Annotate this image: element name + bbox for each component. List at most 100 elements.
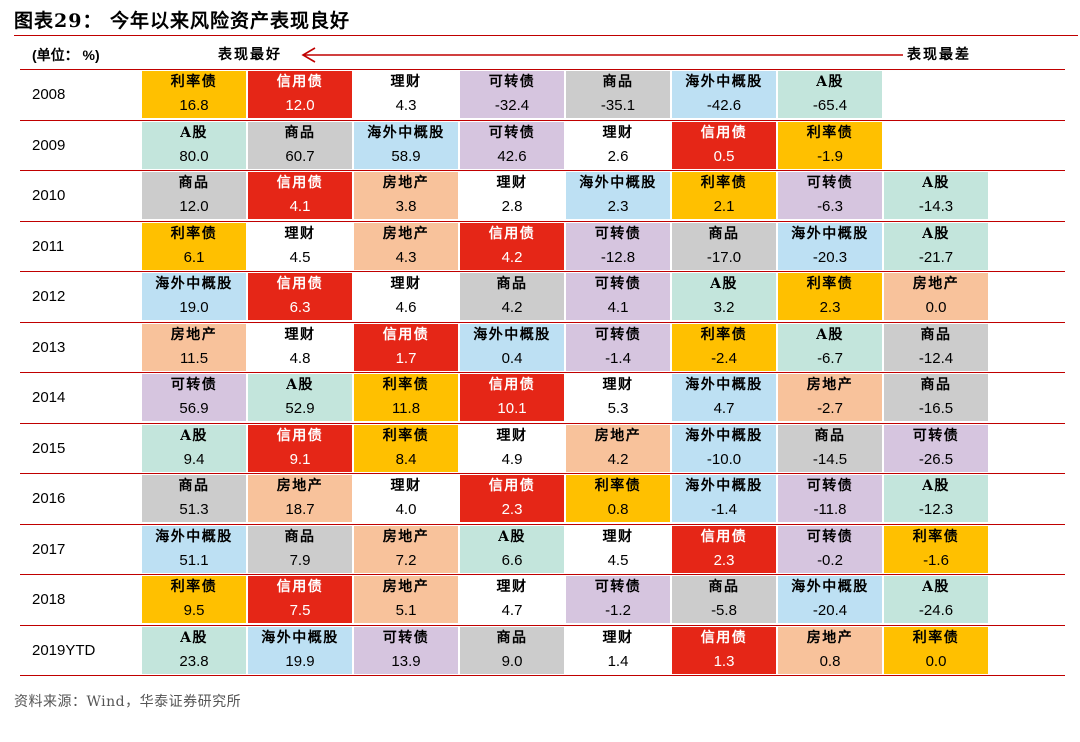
- asset-cell: 利率债 9.5: [142, 576, 246, 623]
- asset-cell: 利率债 0.0: [884, 626, 988, 674]
- asset-name: 信用债: [276, 276, 324, 292]
- asset-cell: 海外中概股 4.7: [672, 374, 776, 421]
- asset-return-value: -6.7: [817, 349, 843, 367]
- asset-return-value: 4.8: [289, 349, 311, 367]
- asset-name: A股: [922, 175, 950, 191]
- asset-name: 可转债: [488, 124, 536, 141]
- asset-cell: 利率债 11.8: [354, 374, 458, 421]
- asset-cell: A股 -6.7: [778, 323, 882, 371]
- asset-return-value: -10.0: [706, 450, 742, 468]
- table-row: 2019YTD A股 23.8 海外中概股 19.9 可转债 13.9 商品 9.0 理财 1.4 信…: [20, 626, 1065, 676]
- asset-cell: 商品 -16.5: [884, 374, 988, 421]
- asset-return-value: -12.3: [918, 501, 954, 518]
- table-row: 2010 商品 12.0 信用债 4.1 房地产 3.8 理财 2.8 海外中概股 2.3 利率债 2.…: [20, 171, 1065, 222]
- asset-cell: 商品 -12.4: [884, 323, 988, 371]
- asset-return-value: 0.5: [713, 147, 735, 165]
- asset-name: 房地产: [594, 427, 642, 444]
- asset-return-value: 42.6: [497, 147, 527, 165]
- year-label: 2008: [32, 86, 66, 103]
- asset-name: 海外中概股: [685, 478, 763, 494]
- asset-return-value: 60.7: [285, 147, 315, 165]
- asset-return-value: -11.8: [813, 501, 847, 518]
- asset-cell: 利率债 6.1: [142, 222, 246, 270]
- asset-name: 可转债: [594, 579, 642, 595]
- asset-cell: 商品 12.0: [142, 172, 246, 219]
- asset-name: 信用债: [488, 225, 536, 242]
- asset-cell: A股 23.8: [142, 626, 246, 674]
- best-performance-label: 表现最好: [218, 47, 282, 63]
- asset-name: 海外中概股: [685, 74, 763, 90]
- asset-cell: 可转债 -11.8: [778, 475, 882, 522]
- table-row: 2016 商品 51.3 房地产 18.7 理财 4.0 信用债 2.3 利率债 0.8 海外中概股 -…: [20, 474, 1065, 525]
- asset-name: 利率债: [382, 427, 430, 444]
- asset-return-value: 1.4: [607, 652, 629, 670]
- asset-name: 理财: [602, 377, 634, 393]
- asset-return-value: 4.9: [501, 450, 523, 468]
- asset-name: 利率债: [912, 528, 960, 545]
- table-row: 2009 A股 80.0 商品 60.7 海外中概股 58.9 可转债 42.6 理财 2.6 信用债…: [20, 121, 1065, 171]
- asset-return-value: -35.1: [600, 97, 636, 114]
- table-row: 2018 利率债 9.5 信用债 7.5 房地产 5.1 理财 4.7 可转债 -1.2 商品 -5.8…: [20, 575, 1065, 626]
- asset-return-value: -5.8: [711, 602, 737, 619]
- asset-name: 信用债: [488, 478, 536, 494]
- asset-cell: A股 3.2: [672, 273, 776, 320]
- asset-cell: 海外中概股 -20.3: [778, 222, 882, 270]
- asset-cell: A股 52.9: [248, 374, 352, 421]
- asset-return-value: 4.2: [501, 299, 523, 316]
- table-row: 2017 海外中概股 51.1 商品 7.9 房地产 7.2 A股 6.6 理财 4.5 信用债 2.3…: [20, 525, 1065, 575]
- asset-return-value: -17.0: [706, 248, 742, 266]
- asset-name: 可转债: [912, 427, 960, 444]
- asset-cell: 房地产 0.0: [884, 273, 988, 320]
- asset-cell: 信用债 2.3: [672, 525, 776, 573]
- asset-return-value: 7.9: [289, 551, 311, 569]
- asset-name: A股: [922, 478, 950, 494]
- asset-name: 商品: [708, 579, 740, 595]
- asset-cell: 海外中概股 -20.4: [778, 576, 882, 623]
- year-label: 2019YTD: [32, 641, 96, 659]
- year-label: 2010: [32, 187, 66, 204]
- asset-cell: 利率债 2.3: [778, 273, 882, 320]
- asset-name: 利率债: [700, 326, 748, 343]
- asset-return-value: 0.4: [501, 349, 523, 367]
- asset-name: 房地产: [806, 377, 854, 393]
- asset-return-value: 5.3: [607, 400, 629, 417]
- asset-name: 利率债: [170, 74, 218, 90]
- asset-name: 可转债: [488, 74, 536, 90]
- asset-name: 理财: [602, 124, 634, 141]
- asset-name: 理财: [496, 175, 528, 191]
- asset-name: 理财: [602, 629, 634, 646]
- asset-return-value: 9.5: [183, 602, 205, 619]
- asset-cell: 房地产 18.7: [248, 475, 352, 522]
- asset-cell: 商品 -14.5: [778, 424, 882, 472]
- asset-return-value: 4.2: [607, 450, 629, 468]
- asset-cell: 商品 7.9: [248, 525, 352, 573]
- asset-name: 信用债: [700, 629, 748, 646]
- asset-name: 可转债: [594, 326, 642, 343]
- year-label: 2012: [32, 288, 66, 305]
- asset-return-value: 52.9: [285, 400, 315, 417]
- asset-name: 房地产: [806, 629, 854, 646]
- asset-return-value: 6.1: [183, 248, 205, 266]
- asset-cell: 信用债 9.1: [248, 424, 352, 472]
- asset-return-value: -2.7: [817, 400, 843, 417]
- asset-return-value: 4.3: [395, 248, 417, 266]
- unit-label: (单位： %): [32, 47, 100, 63]
- asset-cell: 可转债 42.6: [460, 121, 564, 169]
- asset-name: 利率债: [700, 175, 748, 191]
- asset-name: 信用债: [276, 175, 324, 191]
- asset-return-value: 0.0: [925, 652, 947, 670]
- asset-return-value: -1.6: [923, 551, 949, 569]
- asset-return-value: -2.4: [711, 349, 737, 367]
- asset-cell: 理财 4.0: [354, 475, 458, 522]
- asset-return-value: 3.2: [713, 299, 735, 316]
- asset-return-value: 18.7: [285, 501, 315, 518]
- asset-cell: 海外中概股 -1.4: [672, 475, 776, 522]
- asset-return-value: 4.0: [395, 501, 417, 518]
- asset-return-value: 23.8: [179, 652, 209, 670]
- asset-name: 理财: [390, 478, 422, 494]
- asset-name: 海外中概股: [473, 326, 551, 343]
- asset-name: 商品: [284, 528, 316, 545]
- asset-return-value: 51.1: [179, 551, 209, 569]
- header-divider: [20, 69, 1065, 70]
- asset-cell: 理财 2.6: [566, 121, 670, 169]
